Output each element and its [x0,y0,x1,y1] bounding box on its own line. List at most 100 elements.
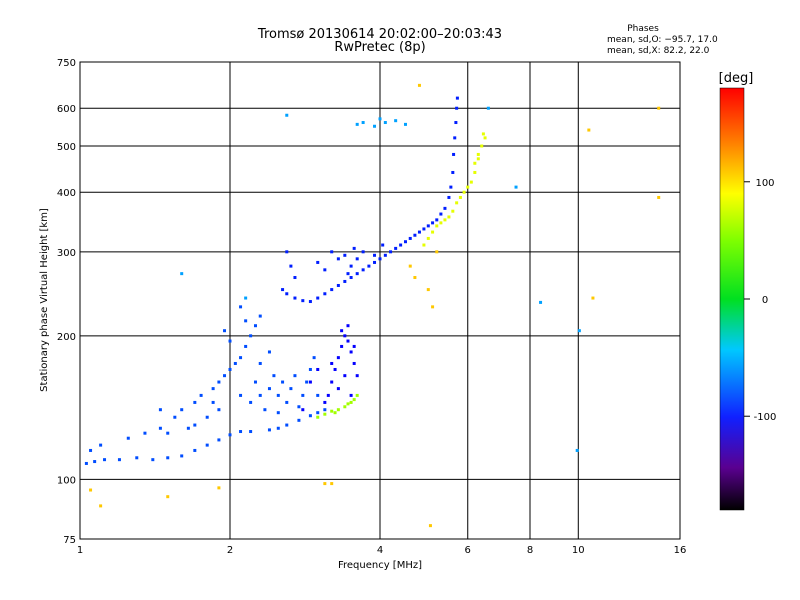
data-point [228,367,232,371]
data-point [480,144,484,148]
data-point [352,398,356,402]
data-point [394,246,398,250]
data-point [455,201,459,205]
data-point [323,408,327,412]
data-point [267,350,271,354]
colorbar-tick-label: 100 [755,178,774,189]
data-point [217,486,221,490]
data-point [316,393,320,397]
data-point [158,426,162,430]
data-point [435,250,439,254]
data-point [289,387,293,391]
chart-subtitle: RwPretec (8p) [334,40,425,55]
data-point [193,423,197,427]
data-point [426,224,430,228]
data-point [180,408,184,412]
data-point [399,243,403,247]
data-point [575,448,579,452]
data-point [462,190,466,194]
data-point [244,319,248,323]
data-point [166,431,170,435]
data-point [349,400,353,404]
data-point [403,240,407,244]
x-tick-label: 8 [527,545,533,556]
data-point [426,236,430,240]
data-point [452,152,456,156]
data-point [657,195,661,199]
x-tick-label: 10 [572,545,585,556]
colorbar-label: [deg] [719,71,754,86]
data-point [223,374,227,378]
data-point [297,405,301,409]
data-point [316,367,320,371]
data-point [355,272,359,276]
data-point [99,443,103,447]
data-point [587,128,591,132]
data-point [443,206,447,210]
data-point [253,324,257,328]
data-point [346,272,350,276]
data-point [343,405,347,409]
data-point [151,458,155,462]
chart-title: Tromsø 20130614 20:02:00–20:03:43 [257,27,502,42]
x-tick-label: 2 [227,545,233,556]
y-tick-label: 500 [57,142,76,153]
data-point [211,400,215,404]
data-point [244,344,248,348]
data-point [166,456,170,460]
data-point [389,250,393,254]
data-point [285,423,289,427]
data-point [439,221,443,225]
data-point [454,121,458,125]
data-point [439,212,443,216]
data-point [330,361,334,365]
data-point [258,361,262,365]
data-point [413,276,417,280]
data-point [99,504,103,508]
data-point [239,305,243,309]
data-point [285,113,289,117]
phase-box: Phases mean, sd,O: −95.7, 17.0 mean, sd,… [607,24,718,56]
data-point [413,233,417,237]
data-point [476,152,480,156]
data-point [476,157,480,161]
colorbar-tick-label: 0 [762,295,768,306]
data-point [308,414,312,418]
y-tick-label: 600 [57,104,76,115]
data-point [297,418,301,422]
data-point [253,380,257,384]
data-point [330,288,334,292]
data-point [89,488,93,492]
data-point [458,195,462,199]
data-point [326,393,330,397]
data-point [486,106,490,110]
data-point [422,227,426,231]
data-point [249,400,253,404]
data-point [539,300,543,304]
data-point [577,329,581,333]
data-point [103,458,107,462]
data-point [373,253,377,257]
data-point [316,260,320,264]
y-tick-label: 400 [57,188,76,199]
data-point [514,185,518,189]
data-point [228,433,232,437]
data-point [276,411,280,415]
data-point [228,339,232,343]
data-point [469,180,473,184]
data-point [355,257,359,261]
data-point [89,448,93,452]
data-point [394,119,398,123]
data-point [352,361,356,365]
data-point [239,430,243,434]
data-point [126,436,130,440]
data-point [249,430,253,434]
data-point [258,393,262,397]
y-tick-labels: 75 100 200 300 400 500 600 750 [57,58,76,546]
data-point [316,415,320,419]
data-point [431,221,435,225]
data-point [481,132,485,136]
data-point [233,361,237,365]
data-point [333,411,337,415]
data-point [373,260,377,264]
